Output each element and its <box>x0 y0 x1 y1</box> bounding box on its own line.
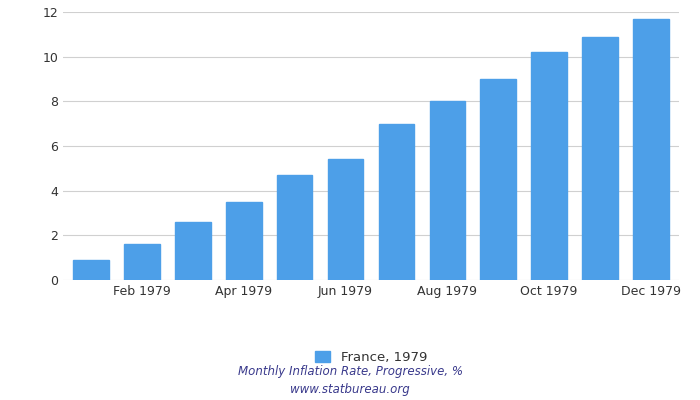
Bar <box>124 244 160 280</box>
Legend: France, 1979: France, 1979 <box>309 346 433 369</box>
Bar <box>175 222 211 280</box>
Bar <box>328 159 363 280</box>
Bar <box>430 101 466 280</box>
Text: www.statbureau.org: www.statbureau.org <box>290 384 410 396</box>
Bar <box>379 124 414 280</box>
Bar <box>276 175 312 280</box>
Bar <box>480 79 516 280</box>
Bar <box>226 202 262 280</box>
Bar <box>634 19 668 280</box>
Text: Monthly Inflation Rate, Progressive, %: Monthly Inflation Rate, Progressive, % <box>237 366 463 378</box>
Bar <box>531 52 567 280</box>
Bar <box>582 36 618 280</box>
Bar <box>74 260 108 280</box>
